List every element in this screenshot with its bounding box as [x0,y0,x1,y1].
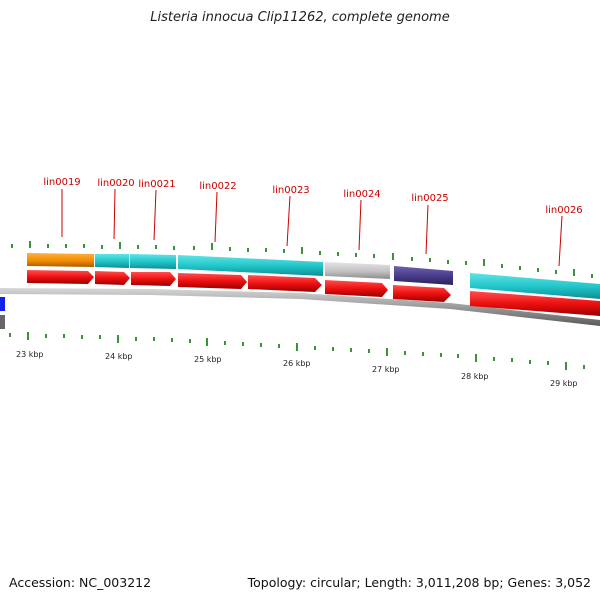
edge-feature-grey [0,315,5,329]
topology-text: Topology: circular; Length: 3,011,208 bp… [247,575,591,590]
scale-label: 28 kbp [461,372,489,381]
feature-purple-lin0025 [394,266,453,285]
gene-label-lin0023: lin0023 [272,185,309,196]
gene-label-lin0025: lin0025 [411,193,448,204]
gene-label-lin0021: lin0021 [138,179,175,190]
feature-cyan-lin0026 [470,273,600,299]
gene-label-lin0022: lin0022 [199,181,236,192]
feature-cyan-lin0021 [130,254,176,269]
gene-label-lin0020: lin0020 [97,178,134,189]
scale-label: 24 kbp [105,352,133,361]
feature-grey-lin0024 [325,262,390,279]
gene-label-lin0024: lin0024 [343,189,380,200]
scale-label: 27 kbp [372,365,400,374]
scale-label: 29 kbp [550,379,578,388]
lower-ticks [9,332,585,370]
upper-ticks [11,241,593,278]
gene-label-lin0019: lin0019 [43,177,80,188]
gene-arrow-lin0019 [27,270,94,284]
gene-arrow-lin0026 [470,291,600,316]
genome-backbone [0,288,600,326]
gene-arrow-lin0022 [178,273,247,289]
feature-cyan-lin0022-23 [178,255,323,276]
gene-arrow-lin0025 [393,285,451,302]
edge-feature-blue [0,297,5,311]
feature-cyan-lin0020 [95,254,129,268]
map-title: Listeria innocua Clip11262, complete gen… [150,10,450,25]
gene-arrow-lin0020 [95,271,130,285]
gene-arrow-lin0024 [325,280,388,297]
gene-arrow-lin0021 [131,272,176,286]
scale-label: 25 kbp [194,355,222,364]
gene-label-leaders [61,188,563,267]
scale-label: 23 kbp [16,350,44,359]
feature-orange-lin0019 [27,253,94,267]
scale-label: 26 kbp [283,359,311,368]
gene-label-lin0026: lin0026 [545,205,582,216]
accession-text: Accession: NC_003212 [9,575,152,590]
gene-arrow-lin0023 [248,275,322,292]
